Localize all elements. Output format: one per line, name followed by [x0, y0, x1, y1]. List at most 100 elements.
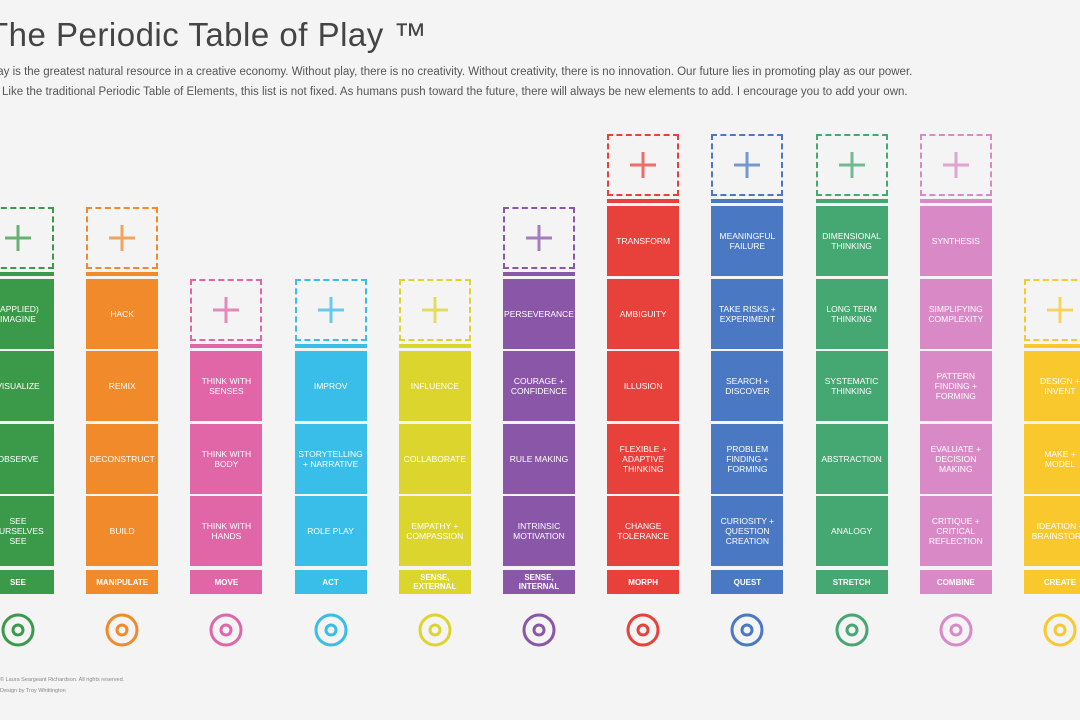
color-bar [0, 271, 54, 276]
element-cell: SIMPLIFYING COMPLEXITY [919, 278, 992, 349]
category-icon [835, 613, 869, 647]
element-cell: SYNTHESIS [919, 206, 992, 276]
category-icon [522, 613, 556, 647]
element-cell: SEARCH + DISCOVER [711, 351, 784, 421]
element-cell: DECONSTRUCT [86, 423, 159, 494]
intro-line: Play is the greatest natural resource in… [0, 66, 913, 78]
category-icon [105, 613, 139, 647]
title: The Periodic Table of Play ™ [0, 16, 427, 53]
element-cell: ILLUSION [607, 351, 680, 421]
add-element-box [86, 206, 159, 269]
category-label: ACT [294, 570, 367, 594]
element-cell: OBSERVE [0, 423, 54, 494]
add-element-box [1024, 279, 1080, 341]
element-cell: INTRINSIC MOTIVATION [503, 496, 575, 566]
category-icon [730, 613, 764, 647]
plus-icon [630, 152, 657, 178]
color-bar [398, 344, 471, 348]
element-cell: MAKE + MODEL [1024, 423, 1080, 494]
category-label: COMBINE [919, 570, 992, 594]
color-bar [503, 271, 575, 276]
add-element-box [815, 134, 888, 196]
add-element-box [919, 134, 992, 196]
color-bar [190, 344, 263, 348]
category-icon [314, 613, 348, 647]
copyright: © Laura Seargeant Richardson. All rights… [0, 677, 125, 683]
element-cell: MEANINGFUL FAILURE [711, 206, 784, 276]
category-icon [209, 613, 243, 647]
element-cell: EVALUATE + DECISION MAKING [919, 423, 992, 494]
add-element-box [607, 134, 680, 196]
element-cell: STORYTELLING + NARRATIVE [294, 423, 367, 494]
element-cell: VISUALIZE [0, 351, 54, 421]
element-cell: DIMENSIONAL THINKING [815, 206, 888, 276]
category-label: SENSE, INTERNAL [503, 570, 575, 594]
add-element-box [503, 206, 575, 269]
plus-icon [317, 297, 344, 323]
intro-line: Like the traditional Periodic Table of E… [2, 86, 908, 98]
category-icon [1043, 613, 1077, 647]
plus-icon [734, 152, 761, 178]
category-label: SENSE, EXTERNAL [398, 570, 471, 594]
color-bar [86, 271, 159, 276]
category-icon [939, 613, 973, 647]
element-cell: IDEATION + BRAINSTORM [1024, 496, 1080, 566]
element-cell: CRITIQUE + CRITICAL REFLECTION [919, 496, 992, 566]
element-cell: AMBIGUITY [607, 278, 680, 349]
element-cell: TAKE RISKS + EXPERIMENT [711, 278, 784, 349]
element-cell: THINK WITH BODY [190, 423, 263, 494]
plus-icon [421, 297, 448, 323]
plus-icon [5, 224, 31, 251]
category-label: CREATE [1024, 570, 1080, 594]
element-cell: PROBLEM FINDING + FORMING [711, 423, 784, 494]
element-cell: EMPATHY + COMPASSION [398, 496, 471, 566]
add-element-box [294, 279, 367, 341]
element-cell: CURIOSITY + QUESTION CREATION [711, 496, 784, 566]
element-cell: IMPROV [294, 351, 367, 421]
element-cell: COURAGE + CONFIDENCE [503, 351, 575, 421]
element-cell: ROLE PLAY [294, 496, 367, 566]
category-label: MOVE [190, 570, 263, 594]
element-cell: INFLUENCE [398, 351, 471, 421]
color-bar [294, 344, 367, 348]
element-cell: SYSTEMATIC THINKING [815, 351, 888, 421]
element-cell: THINK WITH HANDS [190, 496, 263, 566]
category-label: MORPH [607, 570, 680, 594]
color-bar [711, 199, 784, 203]
element-cell: BUILD [86, 496, 159, 566]
category-icon [1, 613, 35, 647]
element-cell: (APPLIED) IMAGINE [0, 278, 54, 349]
category-icon [418, 613, 452, 647]
element-cell: LONG TERM THINKING [815, 278, 888, 349]
plus-icon [213, 297, 240, 323]
category-label: STRETCH [815, 570, 888, 594]
element-cell: RULE MAKING [503, 423, 575, 494]
add-element-box [0, 206, 54, 269]
plus-icon [526, 224, 552, 251]
element-cell: TRANSFORM [607, 206, 680, 276]
category-label: QUEST [711, 570, 784, 594]
element-cell: DESIGN + INVENT [1024, 351, 1080, 421]
plus-icon [838, 152, 865, 178]
category-label: SEE [0, 570, 54, 594]
element-cell: CHANGE TOLERANCE [607, 496, 680, 566]
color-bar [815, 199, 888, 203]
add-element-box [398, 279, 471, 341]
element-cell: SEE OURSELVES SEE [0, 496, 54, 566]
element-cell: FLEXIBLE + ADAPTIVE THINKING [607, 423, 680, 494]
category-icon [626, 613, 660, 647]
plus-icon [109, 224, 136, 251]
element-cell: COLLABORATE [398, 423, 471, 494]
plus-icon [942, 152, 969, 178]
element-cell: PERSEVERANCE [503, 278, 575, 349]
element-cell: HACK [86, 278, 159, 349]
element-cell: ABSTRACTION [815, 423, 888, 494]
element-cell: ANALOGY [815, 496, 888, 566]
credit: Design by Troy Whittington [0, 688, 66, 694]
color-bar [919, 199, 992, 203]
element-cell: REMIX [86, 351, 159, 421]
element-cell: PATTERN FINDING + FORMING [919, 351, 992, 421]
plus-icon [1047, 297, 1073, 323]
element-cell: THINK WITH SENSES [190, 351, 263, 421]
